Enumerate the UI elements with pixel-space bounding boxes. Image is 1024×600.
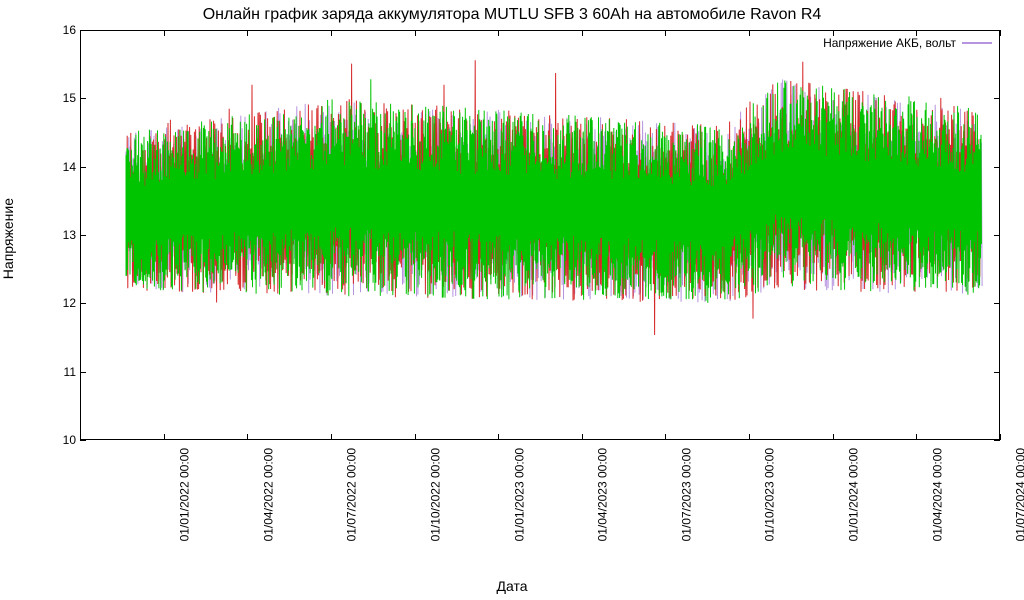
y-tick-label: 10: [63, 433, 76, 447]
legend-swatch: [962, 42, 992, 44]
chart-container: Онлайн график заряда аккумулятора MUTLU …: [0, 0, 1024, 600]
x-tick-label: 01/10/2022 00:00: [428, 448, 442, 541]
y-tick-label: 12: [63, 296, 76, 310]
y-tick-label: 16: [63, 23, 76, 37]
x-tick-label: 01/01/2024 00:00: [847, 448, 861, 541]
legend: Напряжение АКБ, вольт: [823, 36, 992, 50]
y-axis-label: Напряжение: [0, 198, 16, 279]
y-tick-label: 11: [64, 365, 76, 379]
y-tick-label: 13: [63, 228, 76, 242]
x-tick-label: 01/01/2022 00:00: [177, 448, 191, 541]
x-tick-label: 01/07/2022 00:00: [345, 448, 359, 541]
y-tick-label: 15: [63, 91, 76, 105]
x-tick-label: 01/04/2024 00:00: [930, 448, 944, 541]
x-tick-label: 01/07/2023 00:00: [679, 448, 693, 541]
x-tick-label: 01/04/2023 00:00: [596, 448, 610, 541]
chart-title: Онлайн график заряда аккумулятора MUTLU …: [0, 6, 1024, 24]
x-tick-label: 01/07/2024 00:00: [1014, 448, 1024, 541]
legend-label: Напряжение АКБ, вольт: [823, 36, 956, 50]
x-tick-label: 01/10/2023 00:00: [763, 448, 777, 541]
y-tick-label: 14: [63, 160, 76, 174]
x-tick-label: 01/04/2022 00:00: [261, 448, 275, 541]
chart-data-layer: [80, 30, 1000, 440]
x-axis-label: Дата: [0, 578, 1024, 594]
x-tick-label: 01/01/2023 00:00: [512, 448, 526, 541]
